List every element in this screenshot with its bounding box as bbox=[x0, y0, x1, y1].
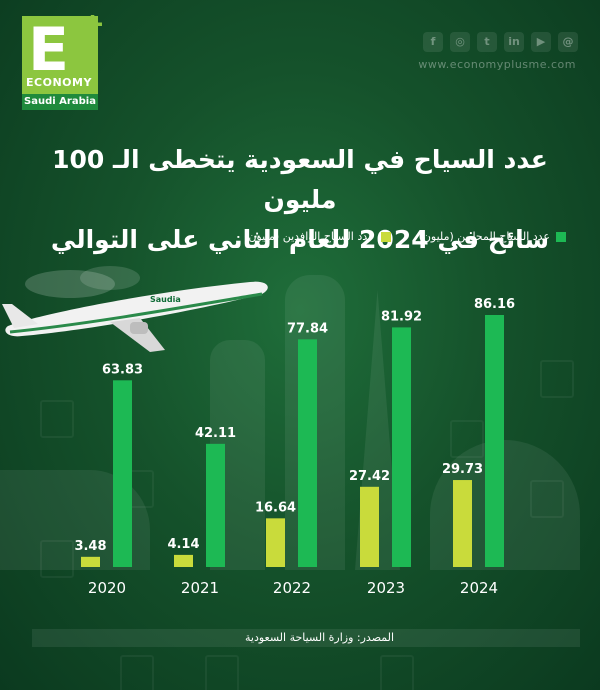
logo-region: Saudi Arabia bbox=[22, 94, 98, 110]
legend: عدد السياح المحليين (مليون) عدد السياح ا… bbox=[244, 230, 566, 243]
fuselage-stripe bbox=[9, 292, 263, 334]
cloud bbox=[25, 270, 115, 298]
title-line-2: سائح في 2024 للعام الثاني على التوالي bbox=[50, 225, 550, 254]
logo-letter: E bbox=[28, 15, 69, 85]
x-tick-2021: 2021 bbox=[181, 579, 219, 597]
data-label-inbound-2022: 16.64 bbox=[255, 500, 296, 515]
facebook-icon: f bbox=[423, 32, 443, 52]
bar-inbound-2021 bbox=[174, 554, 193, 567]
linkedin-icon: in bbox=[504, 32, 524, 52]
logo-box bbox=[22, 16, 98, 94]
bar-local-2022 bbox=[298, 339, 317, 567]
x-tick-2024: 2024 bbox=[460, 579, 498, 597]
data-label-local-2020: 63.83 bbox=[102, 362, 143, 377]
x-tick-2023: 2023 bbox=[367, 579, 405, 597]
x-tick-2020: 2020 bbox=[88, 579, 126, 597]
twitter-icon: t bbox=[477, 32, 497, 52]
legend-item-inbound: عدد السياح الوافدين (مليون) bbox=[244, 230, 391, 243]
watermark-tile bbox=[530, 480, 564, 518]
data-label-local-2023: 81.92 bbox=[381, 309, 422, 324]
title-line-1: عدد السياح في السعودية يتخطى الـ 100 ملي… bbox=[52, 145, 548, 214]
watermark-tile bbox=[205, 655, 239, 690]
legend-item-local: عدد السياح المحليين (مليون) bbox=[419, 230, 566, 243]
chart-title: عدد السياح في السعودية يتخطى الـ 100 ملي… bbox=[30, 140, 570, 260]
data-label-inbound-2020: 3.48 bbox=[74, 539, 106, 554]
x-tick-2022: 2022 bbox=[273, 579, 311, 597]
bar-local-2020 bbox=[113, 380, 132, 567]
data-label-local-2022: 77.84 bbox=[287, 321, 328, 336]
watermark-tile bbox=[120, 655, 154, 690]
social-icons: f ◎ t in ▶ @ bbox=[423, 32, 578, 52]
data-label-inbound-2024: 29.73 bbox=[442, 462, 483, 477]
watermark-tile bbox=[540, 360, 574, 398]
wing bbox=[110, 318, 165, 352]
fuselage bbox=[5, 281, 268, 337]
bar-inbound-2020 bbox=[81, 556, 100, 567]
watermark-tile bbox=[40, 400, 74, 438]
legend-swatch-local bbox=[556, 231, 566, 242]
data-label-inbound-2023: 27.42 bbox=[349, 469, 390, 484]
threads-icon: @ bbox=[558, 32, 578, 52]
legend-swatch-inbound bbox=[380, 231, 391, 242]
engine bbox=[130, 322, 148, 334]
youtube-icon: ▶ bbox=[531, 32, 551, 52]
data-label-inbound-2021: 4.14 bbox=[167, 537, 199, 552]
bar-inbound-2023 bbox=[360, 486, 379, 567]
economy-plus-logo: E + ECONOMY Saudi Arabia bbox=[22, 10, 105, 110]
watermark-tile bbox=[450, 420, 484, 458]
legend-label-inbound: عدد السياح الوافدين (مليون) bbox=[244, 230, 375, 243]
watermark-tile bbox=[380, 655, 414, 690]
watermark-tile bbox=[40, 540, 74, 578]
airline-label: Saudia bbox=[150, 295, 181, 304]
bar-inbound-2024 bbox=[453, 480, 472, 567]
tail-fin bbox=[2, 304, 38, 328]
instagram-icon: ◎ bbox=[450, 32, 470, 52]
bar-local-2024 bbox=[485, 315, 504, 567]
source-bar bbox=[32, 629, 580, 647]
airplane-illustration: Saudia bbox=[2, 266, 268, 352]
logo-word: ECONOMY bbox=[26, 76, 92, 89]
source-text: المصدر: وزارة السياحة السعودية bbox=[245, 631, 394, 644]
cloud bbox=[80, 266, 140, 290]
data-label-local-2021: 42.11 bbox=[195, 426, 236, 441]
website-url: www.economyplusme.com bbox=[418, 58, 576, 71]
data-label-local-2024: 86.16 bbox=[474, 297, 515, 312]
bar-local-2023 bbox=[392, 327, 411, 567]
legend-label-local: عدد السياح المحليين (مليون) bbox=[418, 230, 550, 243]
bar-inbound-2022 bbox=[266, 518, 285, 567]
bar-local-2021 bbox=[206, 443, 225, 567]
logo-plus: + bbox=[80, 7, 106, 42]
